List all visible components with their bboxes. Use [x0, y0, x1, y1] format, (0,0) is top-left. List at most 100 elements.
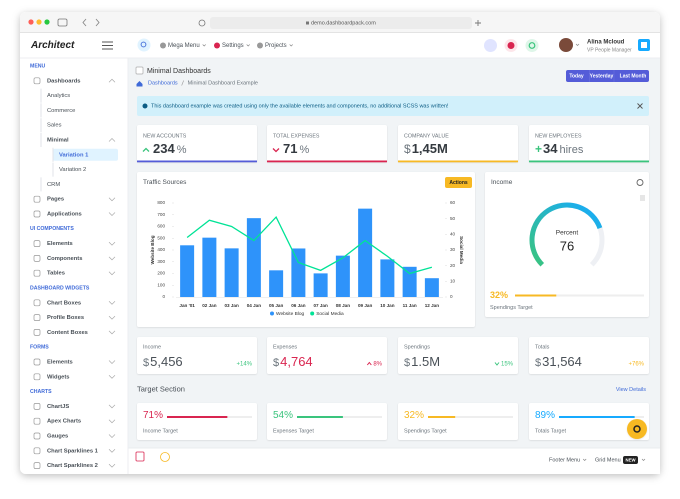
y-tick-label: 600	[157, 224, 165, 229]
summary-label: Totals	[535, 344, 550, 350]
menu-item[interactable]: Components	[47, 256, 82, 262]
menu-item[interactable]: Commerce	[47, 108, 75, 114]
breadcrumb-separator	[181, 80, 184, 86]
menu-item[interactable]: Chart Sparklines 1	[47, 448, 99, 454]
y-tick-label: 300	[157, 259, 165, 264]
actions-label[interactable]: Actions	[449, 180, 468, 186]
menu-item[interactable]: Chart Sparklines 2	[47, 463, 98, 469]
user-caret[interactable]	[575, 43, 580, 46]
menu-item[interactable]: Elements	[47, 241, 73, 247]
y2-tick-label: 0	[450, 294, 453, 299]
menu-item[interactable]: Widgets	[47, 374, 70, 380]
target-name: Totals Target	[535, 428, 567, 434]
menu-item[interactable]: CRM	[47, 182, 60, 188]
nav-link[interactable]: Mega Menu	[168, 43, 200, 49]
chart-menu[interactable]	[640, 195, 645, 201]
menu-item[interactable]: Minimal	[47, 138, 69, 144]
grid-button[interactable]	[484, 39, 497, 52]
menu-item[interactable]: Tables	[47, 271, 65, 277]
menu-item[interactable]: Pages	[47, 197, 64, 203]
legend-label: Social Media	[316, 311, 344, 317]
url-text: demo.dashboardpack.com	[311, 20, 376, 26]
menu-icon	[33, 432, 41, 440]
user-avatar[interactable]	[559, 38, 573, 52]
search-button[interactable]	[137, 38, 151, 52]
minimize-button[interactable]	[36, 19, 42, 25]
gauge-number: 76	[560, 238, 574, 253]
footer-menu[interactable]: Footer Menu	[549, 457, 580, 463]
stat-card	[398, 125, 518, 162]
url-bar[interactable]	[210, 17, 472, 29]
actions-button[interactable]	[445, 177, 472, 188]
date-range-button[interactable]: Today	[569, 74, 584, 80]
footer-icon[interactable]	[160, 452, 170, 462]
x-tick-label: 12 Jan	[425, 303, 439, 308]
menu-item[interactable]: ChartJS	[47, 404, 69, 410]
stat-card-accent	[529, 160, 649, 163]
stat-value: +34 hires	[535, 141, 584, 156]
footer-caret	[641, 458, 646, 461]
menu-item[interactable]: Analytics	[47, 93, 70, 99]
target-card	[398, 403, 518, 440]
menu-item[interactable]: Chart Boxes	[47, 300, 81, 306]
new-tab[interactable]	[475, 20, 481, 26]
menu-icon	[33, 373, 41, 381]
footer-menu[interactable]: Grid Menu	[595, 457, 621, 463]
menu-icon	[33, 299, 41, 307]
date-range-button[interactable]: Last Month	[620, 74, 647, 80]
progress-track	[428, 416, 513, 418]
summary-change: 8%	[373, 362, 382, 368]
nav-arrows[interactable]	[82, 18, 100, 27]
sidebar-toggle[interactable]	[57, 18, 68, 27]
menu-chevron	[108, 241, 116, 246]
view-details-link[interactable]: View Details	[616, 387, 646, 393]
trend-arrow	[272, 148, 280, 153]
menu-item[interactable]: Sales	[47, 123, 62, 129]
user-role: VP People Manager	[587, 47, 632, 53]
user-name: Alina Mcloud	[587, 40, 625, 46]
chart-title: Traffic Sources	[143, 179, 187, 186]
breadcrumb[interactable]: Dashboards	[148, 80, 178, 86]
nav-link[interactable]: Projects	[265, 43, 287, 49]
menu-item[interactable]: Dashboards	[47, 78, 81, 84]
close-button[interactable]	[28, 19, 34, 25]
x-tick-label: 04 Jan	[247, 303, 261, 308]
menu-toggle[interactable]	[102, 41, 113, 50]
menu-chevron	[108, 271, 116, 276]
maximize-button[interactable]	[44, 19, 50, 25]
stat-prefix: $	[404, 142, 411, 156]
menu-item[interactable]: Gauges	[47, 434, 68, 440]
nav-icon	[160, 42, 166, 49]
date-range-button[interactable]: Yesterday	[590, 74, 614, 80]
activity-button[interactable]	[525, 39, 539, 52]
date-range-group	[566, 70, 649, 82]
nav-link[interactable]: Settings	[222, 43, 244, 49]
menu-item[interactable]: Variation 1	[59, 152, 89, 158]
legend-marker	[310, 311, 315, 316]
x-tick-label: 02 Jan	[202, 303, 216, 308]
target-percent: 71%	[143, 410, 163, 421]
footer-icon[interactable]	[135, 451, 145, 462]
progress-bar	[559, 416, 635, 418]
breadcrumb: Minimal Dashboard Example	[188, 80, 258, 86]
alert-close[interactable]	[637, 103, 643, 109]
activity-icon	[528, 42, 536, 49]
menu-item[interactable]: Content Boxes	[47, 330, 88, 336]
nav-icon	[257, 42, 263, 49]
menu-section-title: DASHBOARD WIDGETS	[30, 285, 90, 291]
home-icon	[136, 81, 143, 87]
y2-axis-label: Social Media	[459, 236, 464, 264]
alert	[137, 96, 649, 116]
menu-item[interactable]: Elements	[47, 360, 73, 366]
x-tick-label: 09 Jan	[358, 303, 372, 308]
x-tick-label: 07 Jan	[313, 303, 327, 308]
menu-item[interactable]: Profile Boxes	[47, 315, 84, 321]
menu-item[interactable]: Variation 2	[59, 167, 86, 173]
settings-fab[interactable]	[627, 419, 647, 439]
menu-item[interactable]: Apex Charts	[47, 419, 81, 425]
settings-icon[interactable]	[636, 179, 644, 186]
nav-caret	[289, 44, 293, 47]
summary-prefix: $	[143, 357, 149, 369]
menu-item[interactable]: Applications	[47, 212, 82, 218]
